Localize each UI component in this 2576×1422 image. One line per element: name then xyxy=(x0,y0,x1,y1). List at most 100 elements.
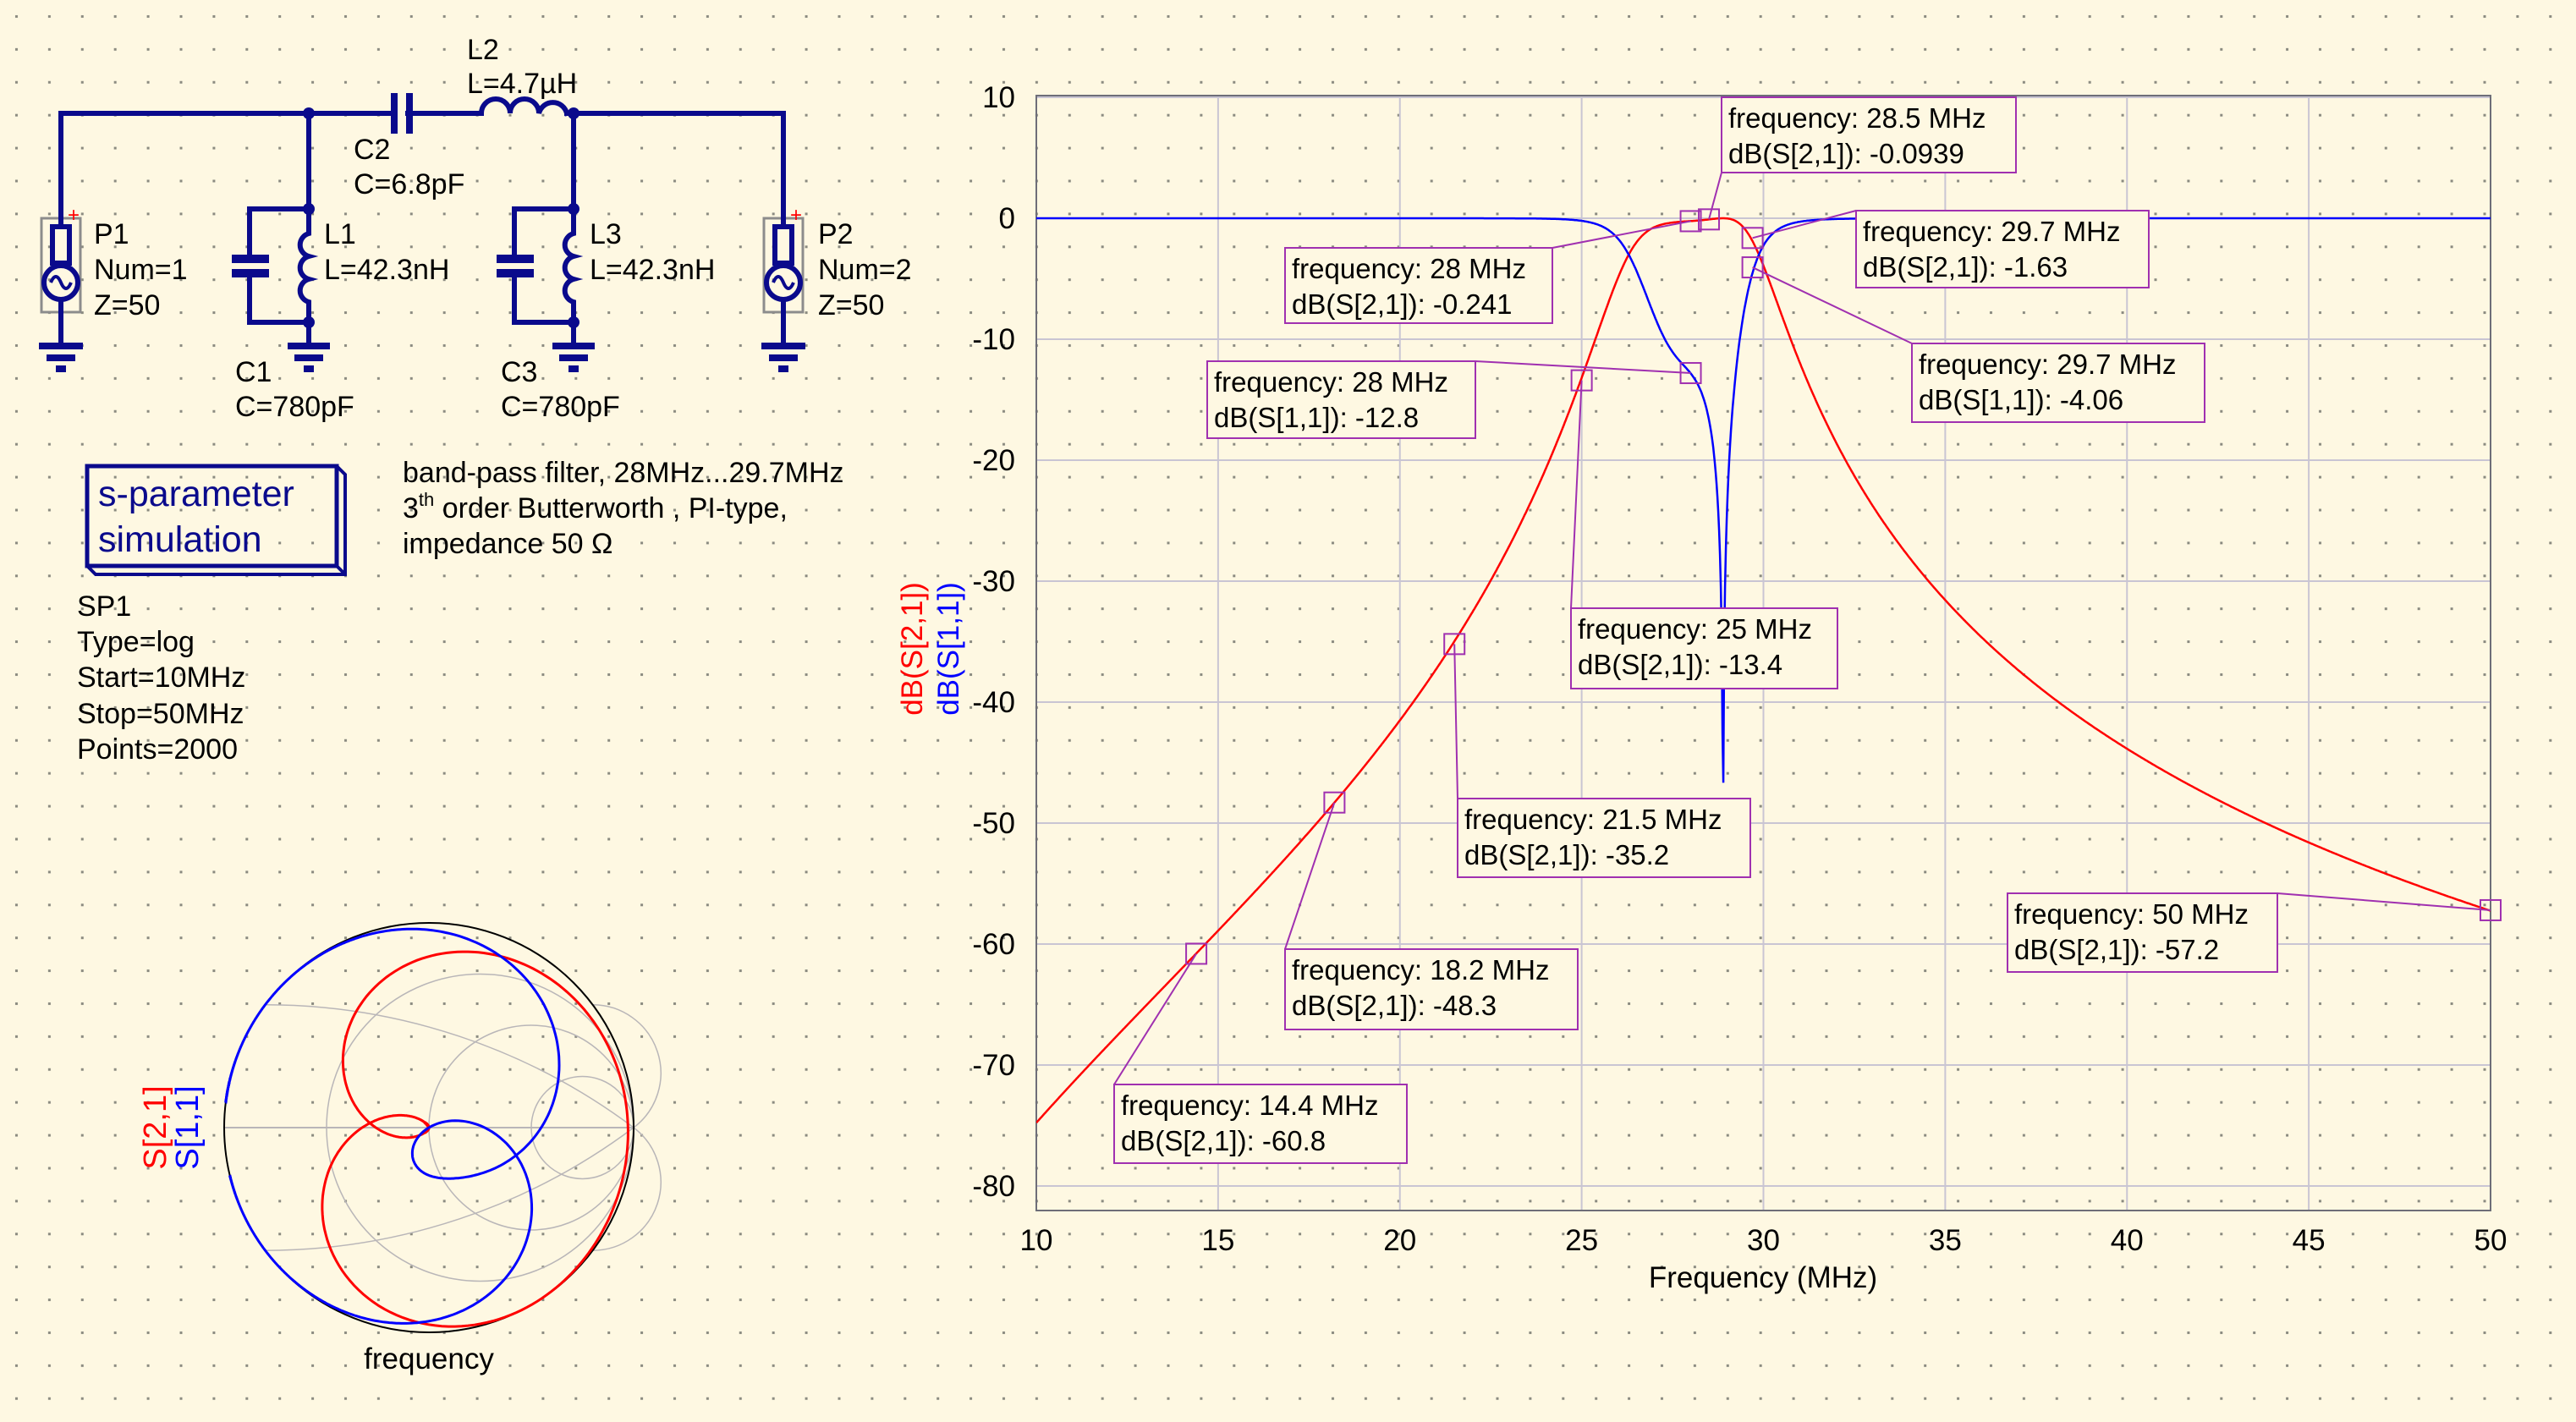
marker-frequency-text: frequency: 14.4 MHz xyxy=(1121,1090,1378,1121)
c1-value[interactable]: C=780pF xyxy=(235,391,354,423)
sp-points[interactable]: Points=2000 xyxy=(77,733,238,766)
marker-label-box xyxy=(1721,96,2017,173)
x-tick-label: 15 xyxy=(1201,1224,1234,1257)
x-axis-label: Frequency (MHz) xyxy=(1649,1261,1877,1294)
port-plus-sign: + xyxy=(790,204,802,227)
x-tick-label: 10 xyxy=(1020,1224,1053,1257)
marker-square xyxy=(1741,227,1764,250)
p1-num[interactable]: Num=1 xyxy=(94,254,188,286)
trace-db-s21 xyxy=(1036,217,2491,1124)
schematic: + + L2 L=4.7µH C2 C=6.8pF P1 Num=1 Z=50 … xyxy=(39,34,912,423)
marker-2[interactable]: frequency: 29.7 MHz dB(S[2,1]): -1.63 xyxy=(1741,210,2150,288)
l2-value[interactable]: L=4.7µH xyxy=(467,68,577,100)
y-tick-label: -10 xyxy=(972,323,1015,356)
marker-value-text: dB(S[2,1]): -60.8 xyxy=(1121,1125,1326,1156)
y-tick-label: -30 xyxy=(972,565,1015,598)
marker-square xyxy=(1698,208,1721,231)
marker-4[interactable]: frequency: 29.7 MHz dB(S[1,1]): -4.06 xyxy=(1741,256,2205,423)
sp-type[interactable]: Type=log xyxy=(77,626,195,658)
sp-start[interactable]: Start=10MHz xyxy=(77,662,245,694)
x-tick-label: 45 xyxy=(2293,1224,2326,1257)
p1-name: P1 xyxy=(94,218,129,250)
marker-leader-line xyxy=(1708,172,1722,220)
marker-3[interactable]: frequency: 28 MHz dB(S[1,1]): -12.8 xyxy=(1206,360,1702,439)
order-number: 3 xyxy=(403,492,419,524)
marker-square xyxy=(1679,362,1702,385)
marker-value-text: dB(S[2,1]): -1.63 xyxy=(1863,251,2068,283)
marker-5[interactable]: frequency: 25 MHz dB(S[2,1]): -13.4 xyxy=(1570,369,1838,689)
l2-name: L2 xyxy=(467,34,499,66)
port-p1[interactable]: + xyxy=(39,204,83,372)
marker-leader-line xyxy=(1570,380,1583,609)
marker-6[interactable]: frequency: 21.5 MHz dB(S[2,1]): -35.2 xyxy=(1443,633,1751,878)
marker-square xyxy=(1443,633,1466,656)
marker-square xyxy=(1741,256,1764,279)
l1-value[interactable]: L=42.3nH xyxy=(324,254,449,286)
marker-leader-line xyxy=(1113,953,1197,1085)
x-tick-label: 35 xyxy=(1929,1224,1962,1257)
marker-label-box xyxy=(1570,607,1838,689)
marker-label-box xyxy=(1284,247,1553,324)
smith-reactance-arc xyxy=(592,1004,662,1128)
marker-9[interactable]: frequency: 50 MHz dB(S[2,1]): -57.2 xyxy=(2007,892,2502,973)
marker-value-text: dB(S[2,1]): -13.4 xyxy=(1578,649,1782,680)
marker-frequency-text: frequency: 28 MHz xyxy=(1292,253,1526,284)
marker-leader-line xyxy=(1284,802,1336,950)
y-tick-label: -60 xyxy=(972,928,1015,961)
tank-l3-c3[interactable] xyxy=(497,111,595,372)
y-axis-label-s21: dB(S[2,1]) xyxy=(896,582,929,716)
l1-name: L1 xyxy=(324,218,356,250)
c2-name: C2 xyxy=(354,134,390,166)
tank-l1-c1[interactable] xyxy=(232,111,330,372)
marker-value-text: dB(S[2,1]): -0.0939 xyxy=(1728,138,1964,169)
marker-label-box xyxy=(2007,892,2278,973)
marker-7[interactable]: frequency: 18.2 MHz dB(S[2,1]): -48.3 xyxy=(1284,791,1579,1030)
marker-frequency-text: frequency: 50 MHz xyxy=(2014,898,2249,930)
p1-impedance[interactable]: Z=50 xyxy=(94,289,160,321)
y-tick-label: -70 xyxy=(972,1049,1015,1082)
smith-trace-s11 xyxy=(224,927,561,1325)
sp-stop[interactable]: Stop=50MHz xyxy=(77,698,244,730)
marker-leader-line xyxy=(1552,220,1691,249)
y-axis-label-s11: dB(S[1,1]) xyxy=(932,582,965,716)
marker-label-box xyxy=(1206,360,1476,439)
marker-frequency-text: frequency: 18.2 MHz xyxy=(1292,954,1549,986)
l3-value[interactable]: L=42.3nH xyxy=(590,254,715,286)
smith-traces xyxy=(224,927,629,1328)
marker-8[interactable]: frequency: 14.4 MHz dB(S[2,1]): -60.8 xyxy=(1113,942,1408,1164)
chart-ticks: 10 15 20 25 30 35 40 45 50 10 0 -10 -20 -30 -40 -50 -60 -… xyxy=(972,81,2507,1257)
inductor-l2[interactable] xyxy=(458,96,570,117)
order-rest: order Butterworth , PI-type, xyxy=(434,492,788,524)
marker-leader-line xyxy=(2277,892,2491,911)
c2-value[interactable]: C=6.8pF xyxy=(354,168,464,200)
smith-chart[interactable]: S[2,1] S[1,1] frequency xyxy=(138,922,662,1375)
marker-value-text: dB(S[2,1]): -48.3 xyxy=(1292,990,1497,1021)
c1-name: C1 xyxy=(235,356,272,388)
marker-square xyxy=(1570,369,1593,392)
y-tick-label: 0 xyxy=(999,202,1015,235)
y-tick-label: -80 xyxy=(972,1170,1015,1203)
x-tick-label: 50 xyxy=(2474,1224,2507,1257)
marker-0[interactable]: frequency: 28.5 MHz dB(S[2,1]): -0.0939 xyxy=(1698,96,2017,231)
marker-square xyxy=(1323,791,1346,814)
c3-value[interactable]: C=780pF xyxy=(501,391,620,423)
db-chart[interactable]: 10 15 20 25 30 35 40 45 50 10 0 -10 -20 -30 -40 -50 -60 -… xyxy=(896,81,2507,1294)
marker-1[interactable]: frequency: 28 MHz dB(S[2,1]): -0.241 xyxy=(1284,210,1702,324)
p2-impedance[interactable]: Z=50 xyxy=(818,289,884,321)
marker-label-box xyxy=(1855,210,2150,288)
marker-value-text: dB(S[2,1]): -0.241 xyxy=(1292,288,1512,320)
capacitor-c2[interactable] xyxy=(343,93,463,134)
y-tick-label: -40 xyxy=(972,686,1015,719)
sp-simulation-block[interactable]: s-parameter simulation xyxy=(85,464,347,576)
marker-value-text: dB(S[1,1]): -4.06 xyxy=(1919,384,2123,415)
sp-title-line2: simulation xyxy=(98,519,262,560)
port-p2[interactable]: + xyxy=(761,204,805,372)
p2-name: P2 xyxy=(818,218,854,250)
marker-leader-line xyxy=(1752,210,1857,239)
marker-label-box xyxy=(1113,1084,1408,1164)
p2-num[interactable]: Num=2 xyxy=(818,254,912,286)
x-tick-label: 25 xyxy=(1565,1224,1598,1257)
